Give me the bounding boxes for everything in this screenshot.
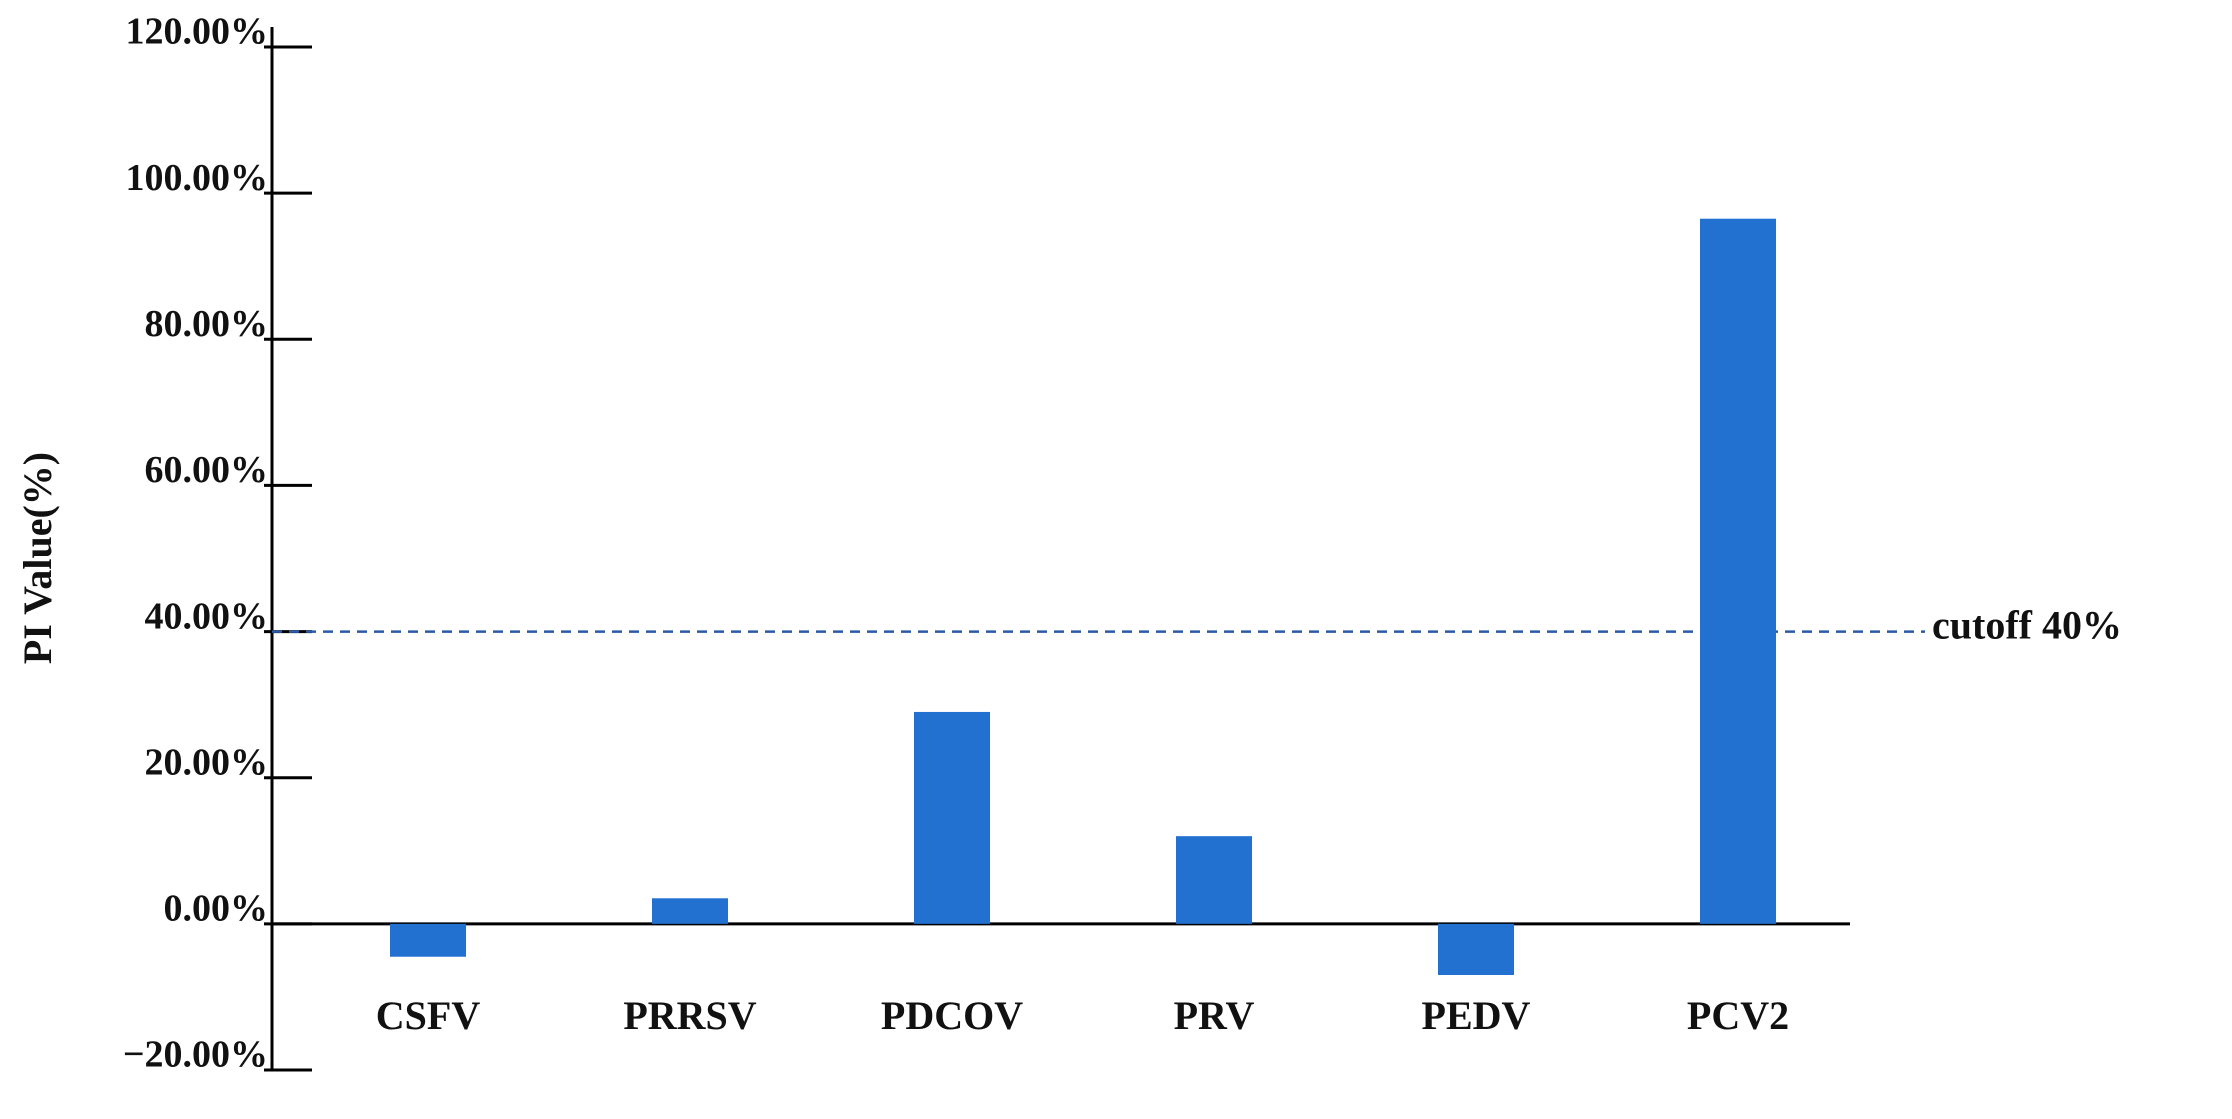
bar (1700, 218, 1776, 924)
bar (914, 711, 990, 924)
y-axis-label: PI Value(%) (15, 452, 60, 664)
y-tick-label: −20.00% (123, 1034, 268, 1076)
x-tick-label: PCV2 (1687, 993, 1789, 1038)
y-tick-label: 20.00% (145, 741, 269, 783)
y-tick-label: 40.00% (145, 595, 269, 637)
y-tick-label: 60.00% (145, 449, 269, 491)
cutoff-label: cutoff 40% (1932, 603, 2122, 648)
x-tick-label: PEDV (1422, 993, 1531, 1038)
bar (1176, 836, 1252, 924)
x-tick-label: CSFV (376, 993, 481, 1038)
x-tick-label: PRRSV (623, 993, 756, 1038)
y-tick-label: 120.00% (126, 11, 269, 53)
y-tick-label: 100.00% (126, 157, 269, 199)
x-tick-label: PRV (1174, 993, 1255, 1038)
bar (652, 898, 728, 924)
bar (1438, 923, 1514, 976)
bar (390, 923, 466, 957)
y-tick-label: 80.00% (145, 303, 269, 345)
x-tick-label: PDCOV (881, 993, 1023, 1038)
y-tick-label: 0.00% (164, 888, 269, 930)
